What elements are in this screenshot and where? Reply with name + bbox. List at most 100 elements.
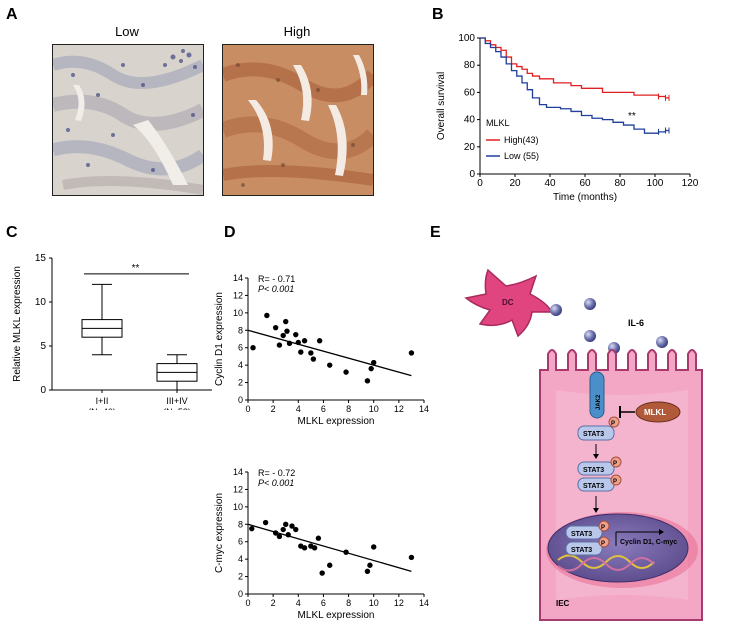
stat3-dimer: STAT3 P STAT3 P [577, 456, 622, 492]
cyclin-x-tick-label: 0 [245, 404, 250, 414]
survival-legend-title: MLKL [486, 118, 510, 128]
survival-series-line [480, 37, 669, 134]
cmyc-point [249, 525, 255, 532]
cyclin-x-tick-label: 6 [321, 404, 326, 414]
cmyc-stat-r: R= - 0.72 [258, 468, 295, 478]
cmyc-y-tick-label: 14 [233, 467, 243, 477]
ihc-high-title: High [283, 24, 311, 39]
ihc-high-image [222, 44, 374, 196]
survival-x-label: Time (months) [553, 192, 617, 203]
p-label-5: P [601, 541, 605, 547]
box-category-sub: (N=58) [163, 407, 191, 410]
box-y-tick-label: 5 [40, 341, 46, 352]
cmyc-y-label: C-myc expression [214, 493, 225, 573]
survival-x-tick-label: 0 [477, 178, 483, 189]
cyclin-point [364, 378, 371, 384]
cmyc-point [301, 545, 308, 551]
cyclin-x-tick-label: 4 [296, 404, 301, 414]
cyclin-point [298, 349, 304, 355]
survival-y-tick-label: 100 [458, 33, 475, 44]
cmyc-y-tick-label: 4 [238, 554, 243, 564]
box-significance: ** [132, 263, 140, 274]
box-chart: 0 5 10 15 Relative MLKL expression I+II(N=40)… [12, 253, 212, 410]
cmyc-point [371, 544, 377, 550]
cmyc-x-tick-label: 4 [296, 598, 301, 608]
cyclin-fit-line [247, 329, 412, 377]
box-y-tick-label: 0 [40, 385, 46, 396]
cmyc-x-tick-label: 10 [369, 598, 379, 608]
mlkl-protein: MLKL [619, 401, 681, 423]
survival-y-label: Overall survival [436, 72, 447, 140]
cmyc-x-tick-label: 2 [271, 598, 276, 608]
cyclin-x-tick-label: 10 [369, 404, 379, 414]
survival-y-tick-label: 0 [469, 169, 475, 180]
stat3-label-4: STAT3 [571, 531, 592, 538]
target-genes-label: Cyclin D1, C-myc [620, 539, 677, 546]
cyclin-point [408, 350, 415, 356]
cyclin-point [310, 356, 317, 362]
survival-x-tick-label: 20 [509, 178, 521, 189]
cyclin-y-tick-label: 2 [238, 378, 243, 388]
cyclin-point [301, 338, 308, 344]
cmyc-point [289, 523, 295, 529]
cyclin-x-tick-label: 14 [419, 404, 429, 414]
cyclin-point [264, 312, 270, 319]
cmyc-x-label: MLKL expression [298, 610, 375, 621]
cyclin-point [276, 342, 283, 348]
cyclin-point [368, 365, 374, 372]
cmyc-point [364, 568, 371, 575]
cmyc-scatter-chart: 0 2 4 6 8 10 12 14 0 2 4 6 8 10 12 14 MLKL expression C-m… [214, 467, 429, 621]
stat3-label-3: STAT3 [583, 483, 604, 490]
cyclin-point [371, 359, 377, 366]
dendritic-cell: DC [464, 268, 554, 338]
survival-x-tick-label: 60 [579, 178, 591, 189]
cmyc-point [311, 545, 318, 551]
cyclin-point [308, 350, 314, 356]
cmyc-point [408, 554, 415, 561]
cyclin-point [343, 369, 349, 375]
cyclin-point [293, 331, 299, 338]
cyclin-point [250, 345, 256, 351]
cyclin-point [283, 318, 289, 325]
survival-y-tick-label: 60 [464, 87, 476, 98]
cyclin-point [284, 328, 290, 334]
ihc-low-title: Low [115, 24, 139, 39]
cyclin-y-tick-label: 10 [233, 308, 243, 318]
cyclin-x-tick-label: 8 [346, 404, 351, 414]
dc-label: DC [502, 298, 514, 307]
cyclin-scatter-chart: 0 2 4 6 8 10 12 14 0 2 4 6 8 10 12 14 MLKL expression Cyc… [214, 273, 429, 427]
cmyc-y-tick-label: 12 [233, 484, 243, 494]
p-label-1: P [611, 421, 615, 427]
il6-molecules [550, 298, 668, 354]
cmyc-y-tick-label: 10 [233, 502, 243, 512]
cyclin-y-tick-label: 0 [238, 395, 243, 405]
panel-label-b: B [432, 6, 444, 23]
cmyc-x-tick-label: 12 [394, 598, 404, 608]
cyclin-point [280, 332, 286, 339]
survival-x-tick-label: 80 [614, 178, 626, 189]
p-label-3: P [613, 479, 617, 485]
cyclin-stat-p: P< 0.001 [258, 284, 294, 294]
cyclin-point [272, 324, 279, 331]
cyclin-x-tick-label: 2 [271, 404, 276, 414]
cyclin-y-tick-label: 12 [233, 290, 243, 300]
survival-legend-low: Low (55) [504, 151, 539, 161]
p-label-2: P [613, 461, 617, 467]
box-category-sub: (N=40) [88, 407, 116, 410]
panel-label-a: A [6, 6, 18, 23]
box-category-label: III+IV [166, 396, 187, 406]
jak2-receptor: JAK2 [589, 371, 605, 419]
cmyc-point [283, 521, 289, 527]
cmyc-stat-p: P< 0.001 [258, 478, 294, 488]
survival-significance: ** [628, 111, 636, 122]
survival-x-tick-label: 40 [544, 178, 556, 189]
box-y-label: Relative MLKL expression [12, 266, 23, 382]
survival-x-tick-label: 100 [647, 178, 664, 189]
box-y-tick-label: 10 [35, 297, 47, 308]
cyclin-y-tick-label: 4 [238, 360, 243, 370]
il6-label: IL-6 [628, 318, 644, 328]
mlkl-label: MLKL [644, 408, 666, 417]
cmyc-fit-line [247, 523, 412, 572]
box-category-label: I+II [96, 396, 109, 406]
cyclin-y-tick-label: 6 [238, 343, 243, 353]
